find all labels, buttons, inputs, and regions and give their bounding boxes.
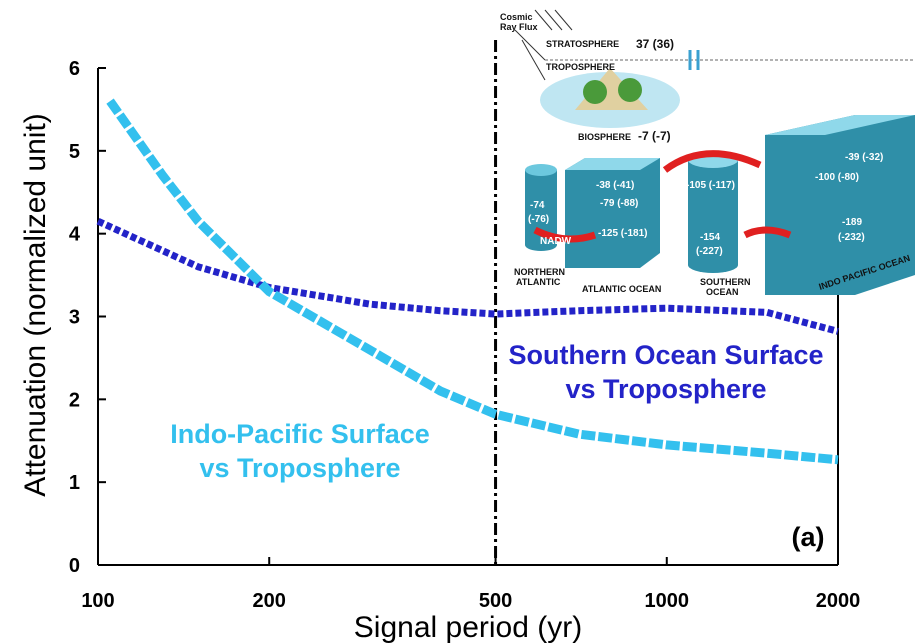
inset-label: -38 (-41) xyxy=(596,180,634,191)
inset-label: TROPOSPHERE xyxy=(546,62,615,72)
annotation: (a) xyxy=(792,522,825,552)
annotation: Indo-Pacific Surface xyxy=(170,419,430,449)
indo-top xyxy=(765,115,915,135)
inset-label: ATLANTIC xyxy=(516,277,561,287)
inset-label: -125 (-181) xyxy=(598,228,647,239)
flow-arrow xyxy=(662,150,762,173)
cylinder-top xyxy=(525,164,557,176)
atlantic-box xyxy=(565,158,660,268)
inset-label: Ray Flux xyxy=(500,22,538,32)
inset-label: ATLANTIC OCEAN xyxy=(582,284,661,294)
inset-label: BIOSPHERE xyxy=(578,132,631,142)
series-line xyxy=(96,218,839,335)
flow-arrow xyxy=(743,226,792,239)
y-tick-label: 1 xyxy=(69,472,80,494)
inset-label: STRATOSPHERE xyxy=(546,39,619,49)
inset-label: SOUTHERN xyxy=(700,277,751,287)
y-tick-label: 3 xyxy=(69,307,80,329)
inset-label: (-227) xyxy=(696,246,723,257)
x-axis-label: Signal period (yr) xyxy=(354,611,582,644)
y-tick-label: 0 xyxy=(69,555,80,577)
inset-label: -39 (-32) xyxy=(845,152,883,163)
y-tick-label: 2 xyxy=(69,389,80,411)
inset-diagram: Cosmic Ray Flux STRATOSPHERE 37 (36) TRO… xyxy=(500,9,915,297)
annotation: vs Troposphere xyxy=(565,374,766,404)
y-tick-label: 4 xyxy=(69,224,81,246)
y-tick-label: 6 xyxy=(69,58,80,80)
annotation: Southern Ocean Surface xyxy=(508,340,823,370)
southern-cylinder xyxy=(688,160,738,273)
inset-label: OCEAN xyxy=(706,287,739,297)
atlantic-top xyxy=(565,158,660,170)
inset-label: NADW xyxy=(540,236,572,247)
inset-label: -189 xyxy=(842,217,862,228)
nadw-arrow xyxy=(533,226,597,243)
inset-label: 37 (36) xyxy=(636,37,674,51)
inset-label: -79 (-88) xyxy=(600,198,638,209)
indo-pacific-box xyxy=(765,115,915,295)
x-tick-label: 500 xyxy=(479,590,512,612)
inset-label: (-232) xyxy=(838,232,865,243)
y-tick-label: 5 xyxy=(69,141,80,163)
plot: 0 1 2 3 4 5 6 100 200 500 1000 2000 Signal period (y… xyxy=(19,40,860,644)
x-tick-label: 100 xyxy=(81,590,114,612)
ray-arrows xyxy=(514,9,573,81)
annotation: vs Troposphere xyxy=(199,453,400,483)
inset-label: NORTHERN xyxy=(514,267,565,277)
y-axis-label: Attenuation (normalized unit) xyxy=(19,113,52,497)
inset-label: -154 xyxy=(700,232,720,243)
x-tick-label: 1000 xyxy=(645,590,690,612)
inset-label: -100 (-80) xyxy=(815,172,859,183)
inset-label: -7 (-7) xyxy=(638,129,671,143)
inset-label: Cosmic xyxy=(500,12,533,22)
x-tick-label: 200 xyxy=(253,590,286,612)
northern-atlantic-cylinder xyxy=(525,170,557,251)
tree xyxy=(618,78,642,102)
inset-label: (-76) xyxy=(528,214,549,225)
exchange-arrows xyxy=(688,50,700,70)
series-line xyxy=(106,98,839,465)
inset-label: -74 xyxy=(530,200,545,211)
x-tick-label: 2000 xyxy=(816,590,861,612)
tree xyxy=(583,80,607,104)
inset-label: -105 (-117) xyxy=(686,180,735,191)
